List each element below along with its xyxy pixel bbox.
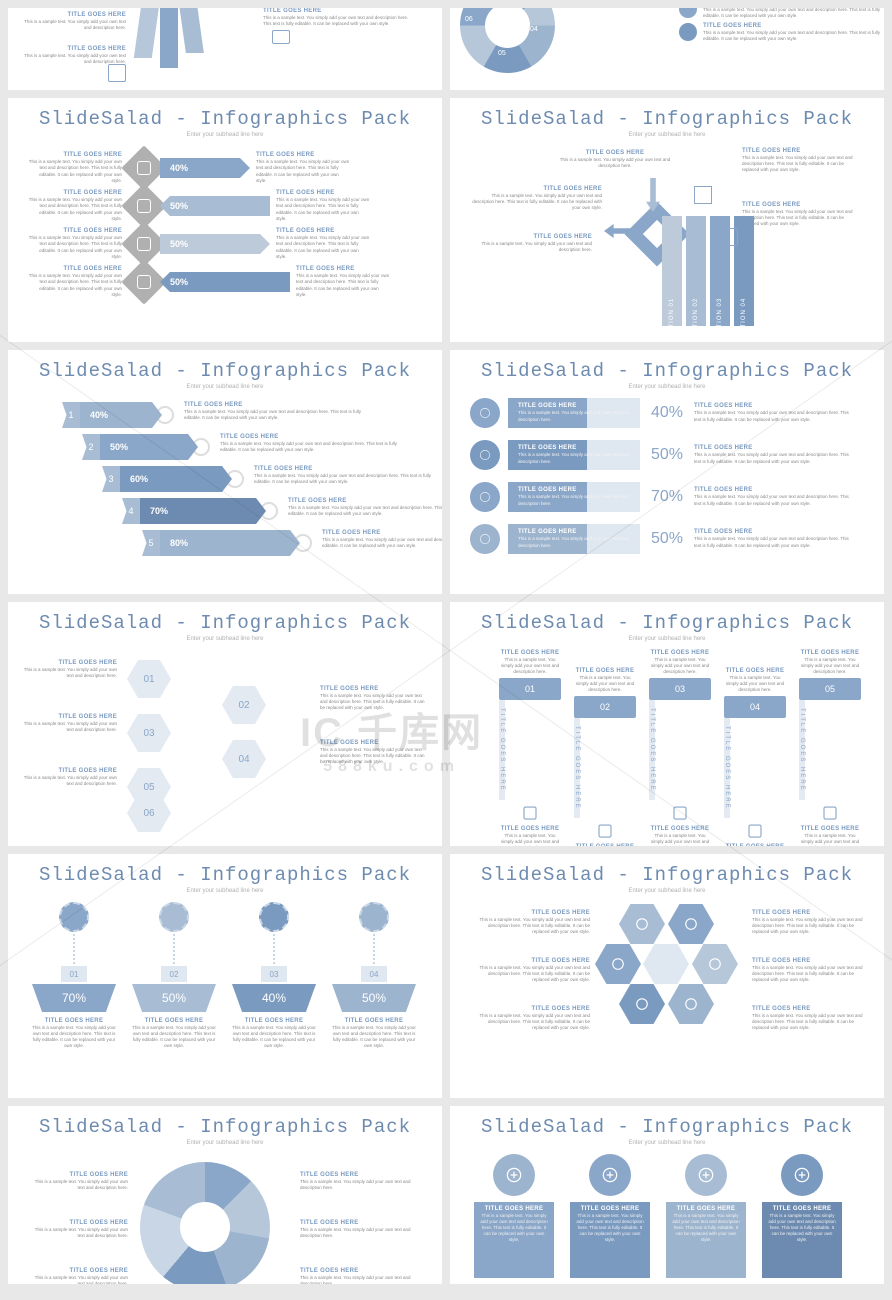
column-icon	[589, 1154, 631, 1196]
hex-cell: 60% 02	[222, 686, 266, 724]
item-text: TITLE GOES HERE This is a sample text. Y…	[742, 202, 862, 227]
bar-row: TITLE GOES HEREThis is a sample text. Yo…	[28, 228, 422, 260]
slide-title: SlideSalad - Infographics Pack	[22, 108, 428, 130]
ribbon-step: 4 70%	[122, 498, 278, 524]
vertical-column: TITLE GOES HEREThis is a sample text. Yo…	[799, 650, 861, 846]
item-text: TITLE GOES HERE This is a sample text. Y…	[16, 12, 126, 31]
slide-top-right: 06 05 04 TITLE GOES HERE This is a sampl…	[450, 8, 884, 90]
item-text: TITLE GOES HERE This is a sample text. Y…	[550, 150, 680, 169]
hex-cell: 50% 04	[222, 740, 266, 778]
doc-icon	[108, 64, 126, 82]
legend: TITLE GOES HERE This is a sample text. Y…	[679, 8, 884, 46]
row-icon	[470, 440, 500, 470]
pipe: 03 40% TITLE GOES HEREThis is a sample t…	[232, 902, 316, 1049]
vertical-column: TITLE GOES HEREThis is a sample text. Yo…	[724, 668, 786, 846]
thumb-icon	[272, 30, 290, 44]
hex-cell: 30% 03	[127, 714, 171, 752]
bar-row: TITLE GOES HEREThis is a sample text. Yo…	[28, 266, 422, 298]
slide-banner-rows: SlideSalad - Infographics Pack Enter you…	[450, 350, 884, 594]
slide-sub: Enter your subhead line here	[22, 132, 428, 138]
item-text: TITLE GOES HERE This is a sample text. Y…	[263, 8, 413, 27]
item-text: TITLE GOES HERE This is a sample text. Y…	[472, 234, 592, 253]
item-text: TITLE GOES HEREThis is a sample text. Yo…	[220, 434, 400, 453]
column-icon	[685, 1154, 727, 1196]
hex-node: 1	[619, 904, 665, 944]
slide-pointed-bars: SlideSalad - Infographics Pack Enter you…	[8, 98, 442, 342]
slide-grid: TITLE GOES HERE This is a sample text. Y…	[0, 0, 892, 1292]
hex-node: 4	[668, 984, 714, 1024]
legend-dot	[679, 23, 697, 41]
slide-four-pipes: SlideSalad - Infographics Pack Enter you…	[8, 854, 442, 1098]
pipe-icon	[159, 902, 189, 932]
vertical-column: TITLE GOES HEREThis is a sample text. Yo…	[574, 668, 636, 846]
ribbon-step: 5 80%	[142, 530, 312, 556]
slide-pie: SlideSalad - Infographics Pack Enter you…	[8, 1106, 442, 1284]
hex-cell: 50% 01	[127, 660, 171, 698]
pie-chart	[140, 1162, 270, 1284]
row-icon	[470, 398, 500, 428]
banner-row: TITLE GOES HERE This is a sample text. Y…	[470, 398, 854, 428]
slide-hex-grid: SlideSalad - Infographics Pack Enter you…	[8, 602, 442, 846]
banner-row: TITLE GOES HERE This is a sample text. Y…	[470, 440, 854, 470]
pipe: 04 50% TITLE GOES HEREThis is a sample t…	[332, 902, 416, 1049]
bar-row: TITLE GOES HEREThis is a sample text. Yo…	[28, 152, 422, 184]
option-column: OPTION 02	[686, 216, 706, 326]
banner-row: TITLE GOES HERE This is a sample text. Y…	[470, 524, 854, 554]
column-icon	[493, 1154, 535, 1196]
column-icon	[724, 818, 786, 844]
ring-chart: 06 05 04	[460, 8, 555, 73]
column-icon	[574, 818, 636, 844]
pipe: 01 70% TITLE GOES HEREThis is a sample t…	[32, 902, 116, 1049]
banner-row: TITLE GOES HERE This is a sample text. Y…	[470, 482, 854, 512]
vertical-column: TITLE GOES HEREThis is a sample text. Yo…	[649, 650, 711, 846]
slide-vertical-columns: SlideSalad - Infographics Pack Enter you…	[450, 602, 884, 846]
pipe-icon	[259, 902, 289, 932]
item-text: TITLE GOES HEREThis is a sample text. Yo…	[254, 466, 434, 485]
item-text: TITLE GOES HEREThis is a sample text. Yo…	[184, 402, 364, 421]
item-text: TITLE GOES HEREThis is a sample text. Yo…	[288, 498, 442, 517]
option-column: OPTION 01	[662, 216, 682, 326]
column: TITLE GOES HERE This is a sample text. Y…	[762, 1154, 842, 1278]
column-icon	[799, 800, 861, 826]
column: TITLE GOES HERE This is a sample text. Y…	[666, 1154, 746, 1278]
item-text: TITLE GOES HERE This is a sample text. Y…	[16, 46, 126, 65]
row-icon	[470, 482, 500, 512]
hex-icon	[121, 259, 166, 304]
column: TITLE GOES HERE This is a sample text. Y…	[570, 1154, 650, 1278]
slide-four-columns: SlideSalad - Infographics Pack Enter you…	[450, 1106, 884, 1284]
box-icon	[720, 228, 738, 246]
column-icon	[649, 800, 711, 826]
ribbon-step: 1 40%	[62, 402, 174, 428]
hex-node: 6	[595, 944, 641, 984]
column-icon	[781, 1154, 823, 1196]
hex-node: 5	[619, 984, 665, 1024]
ribbon-step: 3 60%	[102, 466, 244, 492]
item-text: TITLE GOES HERE This is a sample text. Y…	[472, 186, 602, 211]
slide-hex-ring: SlideSalad - Infographics Pack Enter you…	[450, 854, 884, 1098]
hex-node: 3	[692, 944, 738, 984]
hex-cell: 06	[127, 794, 171, 832]
hex-node: 2	[668, 904, 714, 944]
grid-icon	[694, 186, 712, 204]
column: TITLE GOES HERE This is a sample text. Y…	[474, 1154, 554, 1278]
pipe-icon	[359, 902, 389, 932]
slide-top-left: TITLE GOES HERE This is a sample text. Y…	[8, 8, 442, 90]
row-icon	[470, 524, 500, 554]
column-icon	[499, 800, 561, 826]
bar-row: TITLE GOES HEREThis is a sample text. Yo…	[28, 190, 422, 222]
pipe: 02 50% TITLE GOES HEREThis is a sample t…	[132, 902, 216, 1049]
legend-dot	[679, 8, 697, 18]
vertical-column: TITLE GOES HEREThis is a sample text. Yo…	[499, 650, 561, 846]
item-text: TITLE GOES HERE This is a sample text. Y…	[742, 148, 862, 173]
item-text: TITLE GOES HEREThis is a sample text. Yo…	[322, 530, 442, 549]
slide-converging-arrows: SlideSalad - Infographics Pack Enter you…	[450, 98, 884, 342]
